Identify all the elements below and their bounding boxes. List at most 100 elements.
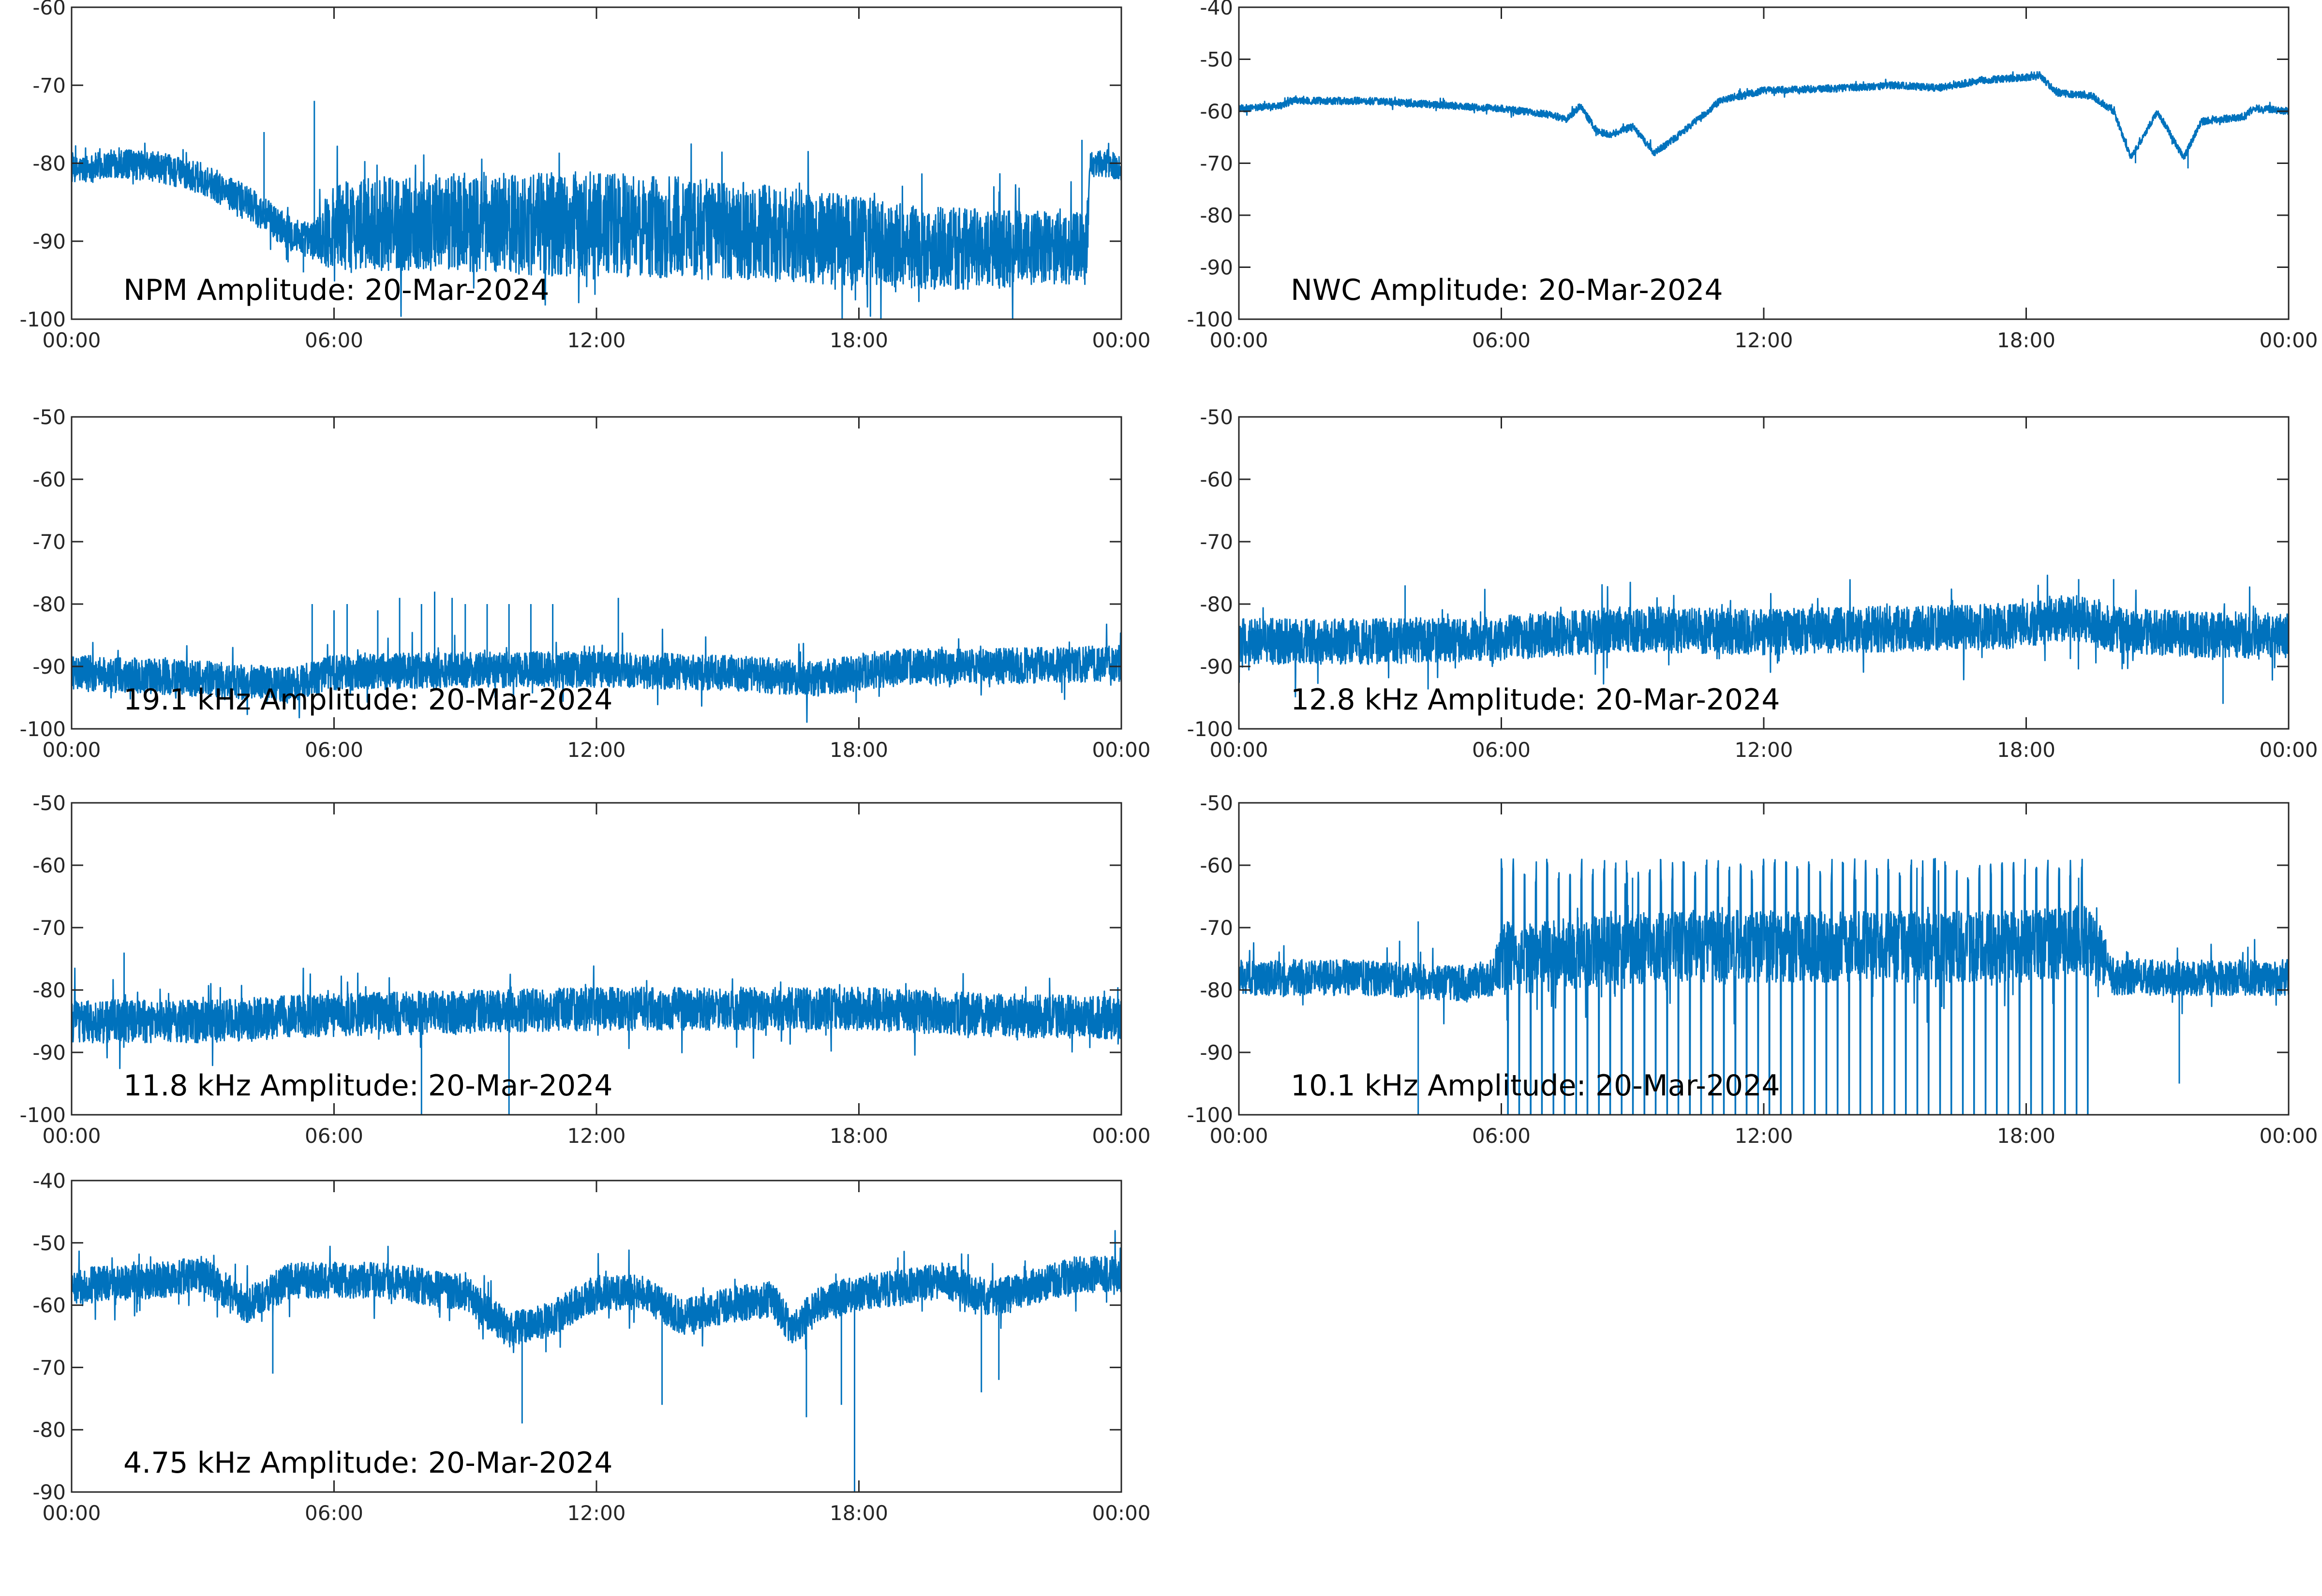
amplitude-trace [1238, 575, 2290, 704]
amplitude-trace [71, 101, 1122, 320]
y-tick-label: -50 [32, 405, 66, 429]
x-tick-label: 06:00 [305, 328, 363, 352]
x-tick-label: 00:00 [2259, 328, 2318, 352]
y-tick-label: -40 [1200, 0, 1233, 19]
x-tick-label: 06:00 [305, 1124, 363, 1148]
amplitude-panel-3: 00:00 06:00 12:00 18:00 00:00-100-90-80-70-6… [20, 405, 1151, 762]
amplitude-panel-7: 00:00 06:00 12:00 18:00 00:00-90-80-70-60-50… [32, 1169, 1150, 1525]
y-tick-label: -80 [32, 592, 66, 616]
x-tick-label: 06:00 [1472, 1124, 1531, 1148]
y-tick-label: -50 [1200, 405, 1233, 429]
x-tick-label: 00:00 [42, 328, 101, 352]
y-tick-label: -90 [32, 655, 66, 679]
y-tick-label: -60 [32, 0, 66, 19]
y-tick-label: -80 [1200, 204, 1233, 227]
y-tick-label: -60 [1200, 468, 1233, 491]
y-tick-label: -70 [32, 916, 66, 940]
y-tick-label: -70 [1200, 530, 1233, 554]
x-tick-label: 00:00 [1092, 1124, 1150, 1148]
y-tick-label: -70 [1200, 916, 1233, 940]
y-tick-label: -90 [32, 230, 66, 253]
y-tick-label: -60 [1200, 854, 1233, 877]
y-tick-label: -90 [1200, 655, 1233, 679]
x-tick-label: 12:00 [567, 1501, 625, 1525]
amplitude-trace [71, 952, 1122, 1115]
panel-title: 12.8 kHz Amplitude: 20-Mar-2024 [1291, 683, 1780, 717]
y-tick-label: -100 [20, 717, 66, 741]
x-tick-label: 18:00 [830, 1124, 888, 1148]
x-tick-label: 06:00 [305, 738, 363, 762]
amplitude-panel-1: 00:00 06:00 12:00 18:00 00:00-100-90-80-70-6… [20, 0, 1151, 352]
y-tick-label: -90 [32, 1480, 66, 1504]
x-tick-label: 12:00 [1734, 1124, 1793, 1148]
y-tick-label: -80 [1200, 978, 1233, 1002]
y-tick-label: -50 [1200, 48, 1233, 72]
x-tick-label: 00:00 [1209, 738, 1268, 762]
y-tick-label: -100 [1187, 717, 1233, 741]
amplitude-panel-5: 00:00 06:00 12:00 18:00 00:00-100-90-80-70-6… [20, 791, 1151, 1148]
x-tick-label: 00:00 [1092, 1501, 1150, 1525]
panel-title: 11.8 kHz Amplitude: 20-Mar-2024 [123, 1069, 613, 1103]
amplitude-panel-6: 00:00 06:00 12:00 18:00 00:00-100-90-80-70-6… [1187, 791, 2318, 1148]
plot-axes-box [71, 802, 1122, 1116]
y-tick-label: -90 [32, 1041, 66, 1064]
y-tick-label: -80 [1200, 592, 1233, 616]
y-tick-label: -60 [32, 468, 66, 491]
amplitude-panel-4: 00:00 06:00 12:00 18:00 00:00-100-90-80-70-6… [1187, 405, 2318, 762]
x-tick-label: 12:00 [1734, 738, 1793, 762]
x-tick-label: 12:00 [567, 1124, 625, 1148]
panel-title: NPM Amplitude: 20-Mar-2024 [123, 273, 549, 307]
x-tick-label: 00:00 [42, 1501, 101, 1525]
amplitude-panel-2: 00:00 06:00 12:00 18:00 00:00-100-90-80-70-6… [1187, 0, 2318, 352]
x-tick-label: 18:00 [1997, 1124, 2055, 1148]
plot-axes-box [1238, 416, 2290, 730]
y-tick-label: -50 [32, 791, 66, 815]
x-tick-label: 18:00 [1997, 738, 2055, 762]
x-tick-label: 18:00 [830, 738, 888, 762]
x-tick-label: 18:00 [1997, 328, 2055, 352]
y-tick-label: -90 [1200, 256, 1233, 280]
x-tick-label: 06:00 [1472, 328, 1531, 352]
y-tick-label: -50 [32, 1231, 66, 1255]
panel-title: NWC Amplitude: 20-Mar-2024 [1291, 273, 1723, 307]
x-tick-label: 18:00 [830, 1501, 888, 1525]
y-tick-label: -70 [1200, 152, 1233, 176]
x-tick-label: 00:00 [42, 738, 101, 762]
x-tick-label: 06:00 [1472, 738, 1531, 762]
x-tick-label: 12:00 [567, 328, 625, 352]
y-tick-label: -70 [32, 74, 66, 97]
y-tick-label: -70 [32, 1356, 66, 1379]
x-tick-label: 00:00 [42, 1124, 101, 1148]
y-tick-label: -60 [32, 1294, 66, 1317]
y-tick-label: -40 [32, 1169, 66, 1193]
y-tick-label: -80 [32, 978, 66, 1002]
amplitude-trace [71, 591, 1122, 723]
y-tick-label: -80 [32, 152, 66, 176]
y-tick-label: -60 [1200, 100, 1233, 123]
y-tick-label: -80 [32, 1418, 66, 1442]
x-tick-label: 00:00 [2259, 738, 2318, 762]
amplitude-trace [1238, 857, 2290, 1116]
amplitude-trace [1238, 71, 2290, 169]
x-tick-label: 18:00 [830, 328, 888, 352]
x-tick-label: 12:00 [1734, 328, 1793, 352]
y-tick-label: -100 [20, 1103, 66, 1127]
x-tick-label: 00:00 [1209, 1124, 1268, 1148]
panel-title: 10.1 kHz Amplitude: 20-Mar-2024 [1291, 1069, 1780, 1103]
plot-axes-box [1238, 6, 2290, 320]
panel-title: 4.75 kHz Amplitude: 20-Mar-2024 [123, 1446, 613, 1480]
plot-axes-box [71, 1180, 1122, 1493]
x-tick-label: 00:00 [1209, 328, 1268, 352]
x-tick-label: 12:00 [567, 738, 625, 762]
x-tick-label: 00:00 [1092, 738, 1150, 762]
panel-title: 19.1 kHz Amplitude: 20-Mar-2024 [123, 683, 613, 717]
x-tick-label: 00:00 [2259, 1124, 2318, 1148]
amplitude-trace [71, 1230, 1122, 1492]
y-tick-label: -60 [32, 854, 66, 877]
x-tick-label: 00:00 [1092, 328, 1150, 352]
y-tick-label: -50 [1200, 791, 1233, 815]
x-tick-label: 06:00 [305, 1501, 363, 1525]
y-tick-label: -100 [1187, 1103, 1233, 1127]
y-tick-label: -100 [20, 308, 66, 331]
